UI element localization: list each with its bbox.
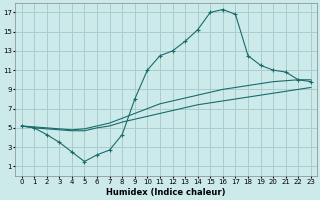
X-axis label: Humidex (Indice chaleur): Humidex (Indice chaleur) [107,188,226,197]
